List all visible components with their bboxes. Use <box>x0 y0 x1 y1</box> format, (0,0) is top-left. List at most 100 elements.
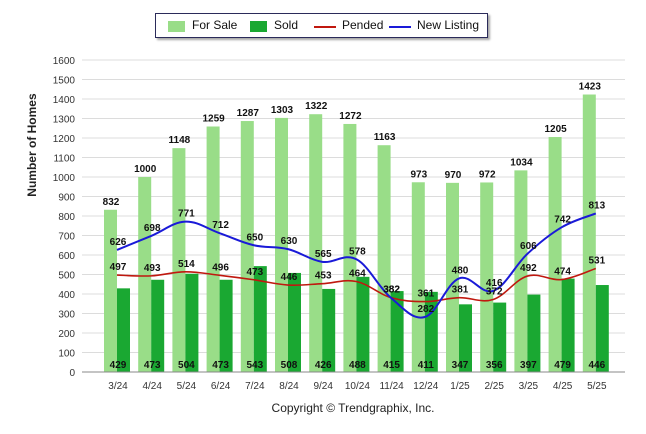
bar-for-sale <box>138 177 152 372</box>
data-label-new-listing: 578 <box>349 246 366 257</box>
legend-swatch-sold <box>250 21 267 32</box>
bar-for-sale <box>377 145 391 372</box>
data-label-new-listing: 480 <box>452 265 469 276</box>
x-tick-label: 8/24 <box>279 381 299 392</box>
bar-sold <box>561 278 575 372</box>
bar-sold <box>459 304 472 372</box>
legend: For Sale Sold Pended New Listing <box>155 13 488 38</box>
data-label-for-sale: 1423 <box>579 82 602 93</box>
data-label-new-listing: 626 <box>110 237 127 248</box>
y-tick-label: 1600 <box>53 56 76 67</box>
data-label-pended: 372 <box>486 286 503 297</box>
bar-for-sale <box>240 121 254 372</box>
legend-swatch-new-listing <box>389 26 411 28</box>
data-label-for-sale: 1163 <box>374 132 396 143</box>
y-tick-label: 800 <box>58 212 75 223</box>
data-label-sold: 415 <box>383 360 400 371</box>
data-label-for-sale: 1000 <box>134 164 157 175</box>
bar-for-sale <box>172 148 186 372</box>
y-tick-label: 600 <box>58 251 75 262</box>
y-tick-label: 0 <box>69 368 75 379</box>
x-tick-label: 9/24 <box>313 381 333 392</box>
data-label-sold: 473 <box>212 360 229 371</box>
data-label-for-sale: 832 <box>103 197 120 208</box>
y-tick-label: 1300 <box>53 115 76 126</box>
data-label-sold: 426 <box>315 360 332 371</box>
x-tick-label: 4/25 <box>553 381 573 392</box>
y-tick-label: 900 <box>58 193 75 204</box>
data-label-sold: 543 <box>246 360 263 371</box>
x-tick-label: 5/25 <box>587 381 607 392</box>
data-label-pended: 381 <box>452 285 469 296</box>
data-label-pended: 492 <box>520 263 537 274</box>
y-tick-label: 400 <box>58 290 75 301</box>
legend-label-pended: Pended <box>342 18 384 32</box>
legend-swatch-pended <box>314 26 336 28</box>
bar-for-sale <box>309 114 323 373</box>
bar-for-sale <box>343 123 357 373</box>
y-tick-label: 700 <box>58 232 75 243</box>
bar-for-sale <box>206 126 220 373</box>
data-label-new-listing: 630 <box>281 236 298 247</box>
data-label-new-listing: 650 <box>246 232 263 243</box>
y-tick-label: 1100 <box>53 154 75 165</box>
data-label-pended: 514 <box>178 259 195 270</box>
bar-sold <box>185 273 199 372</box>
data-label-new-listing: 606 <box>520 241 537 252</box>
y-axis-label: Number of Homes <box>25 93 39 197</box>
data-label-pended: 453 <box>315 271 332 282</box>
bar-sold <box>424 291 438 372</box>
data-label-sold: 397 <box>520 360 537 371</box>
bar-sold <box>288 272 301 372</box>
data-label-pended: 496 <box>212 262 229 273</box>
bar-sold <box>356 276 370 372</box>
data-label-new-listing: 813 <box>588 200 605 211</box>
y-tick-label: 1200 <box>53 134 76 145</box>
data-label-new-listing: 565 <box>315 249 332 260</box>
data-label-for-sale: 1272 <box>339 111 362 122</box>
copyright-footer: Copyright © Trendgraphix, Inc. <box>271 401 435 415</box>
data-label-sold: 473 <box>144 360 161 371</box>
x-tick-label: 10/24 <box>345 381 370 392</box>
data-label-sold: 356 <box>486 360 503 371</box>
x-tick-label: 3/24 <box>108 381 128 392</box>
data-label-for-sale: 972 <box>479 169 496 180</box>
bar-sold <box>322 288 336 372</box>
y-tick-label: 1000 <box>53 173 76 184</box>
bar-sold <box>595 285 609 372</box>
bar-sold <box>117 288 130 372</box>
data-label-for-sale: 1303 <box>271 105 294 116</box>
data-label-sold: 446 <box>588 360 605 371</box>
legend-label-sold: Sold <box>274 18 299 32</box>
bar-sold <box>390 291 404 372</box>
data-label-for-sale: 1259 <box>202 113 225 124</box>
x-tick-label: 6/24 <box>211 381 231 392</box>
data-label-for-sale: 973 <box>410 169 427 180</box>
legend-swatch-for-sale <box>168 21 185 32</box>
bar-for-sale <box>480 182 494 372</box>
data-label-for-sale: 970 <box>445 170 462 181</box>
y-tick-label: 1500 <box>53 76 76 87</box>
data-label-sold: 411 <box>418 360 435 371</box>
bar-for-sale <box>275 117 288 372</box>
data-label-pended: 464 <box>349 269 366 280</box>
y-tick-label: 200 <box>58 329 75 340</box>
bar-for-sale <box>548 137 562 372</box>
x-tick-label: 1/25 <box>450 381 470 392</box>
line-pended <box>116 267 597 303</box>
y-tick-label: 500 <box>58 271 75 282</box>
bar-sold <box>527 294 541 372</box>
bar-sold <box>219 279 233 372</box>
bar-for-sale <box>582 94 596 372</box>
data-label-pended: 493 <box>144 263 161 274</box>
data-label-new-listing: 416 <box>486 278 503 289</box>
data-label-sold: 504 <box>178 360 195 371</box>
bar-sold <box>151 279 165 372</box>
data-label-new-listing: 382 <box>383 285 400 296</box>
x-tick-label: 12/24 <box>413 381 438 392</box>
y-tick-label: 300 <box>58 310 75 321</box>
legend-label-new-listing: New Listing <box>417 18 480 32</box>
data-label-for-sale: 1322 <box>305 101 328 112</box>
x-tick-label: 2/25 <box>484 381 504 392</box>
data-label-pended: 497 <box>110 262 127 273</box>
